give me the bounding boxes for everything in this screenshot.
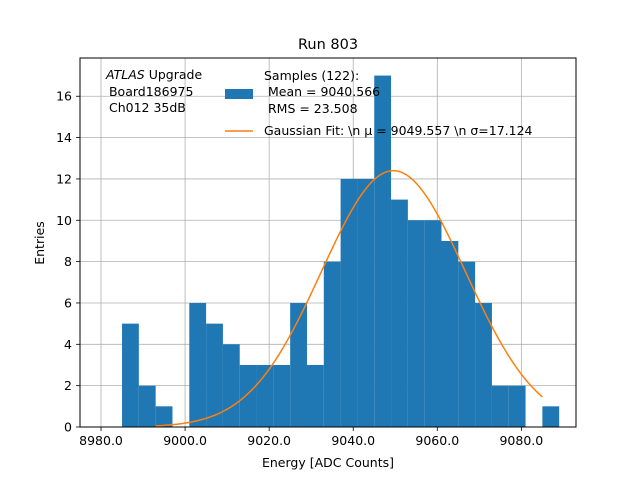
gaussian-fit-curve xyxy=(155,169,543,427)
atlas-italic-label: ATLAS xyxy=(105,67,145,82)
x-tick-label-0: 8980.0 xyxy=(79,433,123,448)
svg-text:ATLAS Upgrade: ATLAS Upgrade xyxy=(105,67,202,82)
histogram-bar-12 xyxy=(323,261,341,427)
y-tick-label-3: 6 xyxy=(64,295,72,310)
histogram-bar-22 xyxy=(491,385,509,427)
histogram-bar-16 xyxy=(391,199,408,427)
histogram-bar-18 xyxy=(424,220,442,427)
histogram-bars xyxy=(122,75,560,428)
histogram-bar-10 xyxy=(290,302,307,427)
histogram-bar-1 xyxy=(138,385,156,427)
plot-frame xyxy=(79,57,577,428)
board-label: Board186975 xyxy=(105,84,193,99)
legend-samples-rms: RMS = 23.508 xyxy=(264,101,358,116)
y-axis-ticks: 0 2 4 6 8 10 12 14 16 xyxy=(56,89,80,435)
histogram-bar-25 xyxy=(542,406,560,427)
histogram-bar-4 xyxy=(189,302,207,427)
y-tick-label-0: 0 xyxy=(64,420,72,435)
histogram-bar-13 xyxy=(340,178,358,427)
histogram-bar-9 xyxy=(273,364,291,427)
y-tick-label-7: 14 xyxy=(56,130,72,145)
y-axis-label: Entries xyxy=(32,221,47,265)
histogram-bar-14 xyxy=(357,178,375,427)
channel-label: Ch012 35dB xyxy=(105,100,186,115)
histogram-bar-23 xyxy=(508,385,526,427)
x-axis-label: Energy [ADC Counts] xyxy=(262,455,394,470)
histogram-bar-20 xyxy=(458,261,476,427)
y-tick-label-8: 16 xyxy=(56,89,72,104)
y-tick-label-5: 10 xyxy=(56,213,72,228)
legend-samples-mean: Mean = 9040.566 xyxy=(264,84,380,99)
histogram-bar-7 xyxy=(239,364,257,427)
histogram-bar-0 xyxy=(122,323,139,427)
y-tick-label-4: 8 xyxy=(64,254,72,269)
histogram-bar-17 xyxy=(407,220,425,427)
x-tick-label-4: 9060.0 xyxy=(415,433,459,448)
x-tick-label-2: 9020.0 xyxy=(247,433,291,448)
legend-fit-label: Gaussian Fit: \n μ = 9049.557 \n σ=17.12… xyxy=(264,123,533,138)
legend-samples-patch xyxy=(225,89,253,99)
histogram-bar-5 xyxy=(206,323,223,427)
legend: Samples (122): Mean = 9040.566 RMS = 23.… xyxy=(225,68,533,138)
y-tick-label-1: 2 xyxy=(64,378,72,393)
x-axis-ticks: 8980.0 9000.0 9020.0 9040.0 9060.0 9080.0 xyxy=(79,427,543,448)
atlas-annotation: ATLAS Upgrade Board186975 Ch012 35dB xyxy=(105,67,202,115)
chart-title: Run 803 xyxy=(298,37,358,53)
histogram-bar-2 xyxy=(155,406,173,427)
x-tick-label-5: 9080.0 xyxy=(499,433,543,448)
histogram-bar-21 xyxy=(475,302,492,427)
histogram-bar-11 xyxy=(306,364,324,427)
histogram-bar-15 xyxy=(374,75,392,428)
histogram-bar-6 xyxy=(222,344,240,427)
y-tick-label-6: 12 xyxy=(56,171,72,186)
y-tick-label-2: 4 xyxy=(64,337,72,352)
histogram-bar-19 xyxy=(441,240,459,427)
x-tick-label-3: 9040.0 xyxy=(331,433,375,448)
legend-samples-line1: Samples (122): xyxy=(264,68,359,83)
x-tick-label-1: 9000.0 xyxy=(163,433,207,448)
atlas-upgrade-label: Upgrade xyxy=(145,67,203,82)
